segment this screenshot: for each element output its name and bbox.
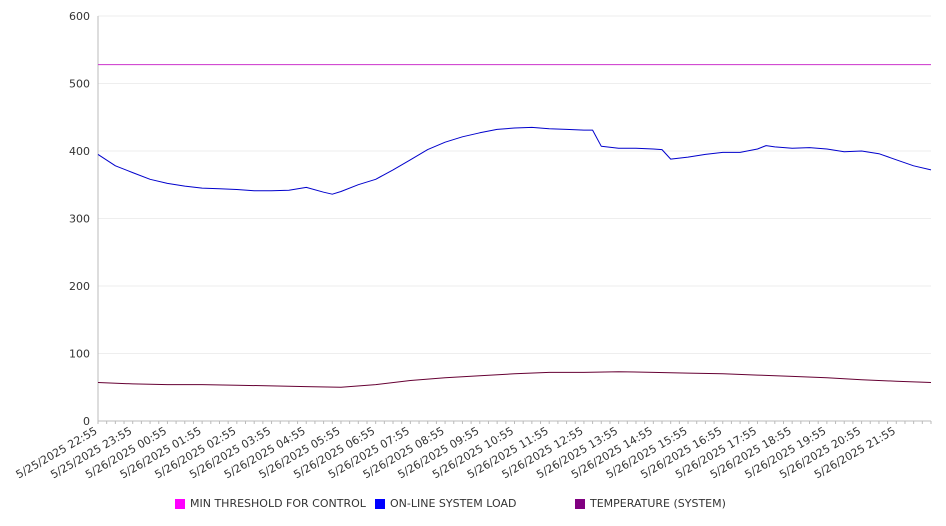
y-tick-label: 500 (69, 78, 90, 91)
temperature-line (97, 371, 932, 388)
x-axis: 5/25/2025 22:555/25/2025 23:555/26/2025 … (14, 420, 932, 481)
legend-item-system-load[interactable]: ON-LINE SYSTEM LOAD (375, 497, 516, 510)
legend-label-min-threshold: MIN THRESHOLD FOR CONTROL (190, 497, 366, 510)
y-tick-label: 400 (69, 145, 90, 158)
system-load-line (97, 126, 932, 195)
legend: MIN THRESHOLD FOR CONTROL ON-LINE SYSTEM… (0, 497, 946, 515)
y-tick-label: 100 (69, 348, 90, 361)
y-tick-label: 300 (69, 213, 90, 226)
legend-swatch-temperature (575, 498, 585, 509)
series-lines (97, 64, 932, 388)
gridlines (98, 15, 931, 354)
legend-label-system-load: ON-LINE SYSTEM LOAD (390, 497, 517, 510)
y-axis: 0 100 200 300 400 500 600 (69, 10, 99, 428)
legend-item-min-threshold[interactable]: MIN THRESHOLD FOR CONTROL (175, 497, 366, 510)
legend-item-temperature[interactable]: TEMPERATURE (SYSTEM) (575, 497, 726, 510)
y-tick-label: 0 (83, 415, 90, 428)
line-chart: 0 100 200 300 400 500 600 5/25/2025 22:555/25/… (14, 10, 932, 481)
legend-swatch-system-load (375, 498, 385, 509)
legend-label-temperature: TEMPERATURE (SYSTEM) (590, 497, 726, 510)
y-tick-label: 200 (69, 280, 90, 293)
legend-swatch-min-threshold (175, 498, 185, 509)
y-tick-label: 600 (69, 10, 90, 23)
